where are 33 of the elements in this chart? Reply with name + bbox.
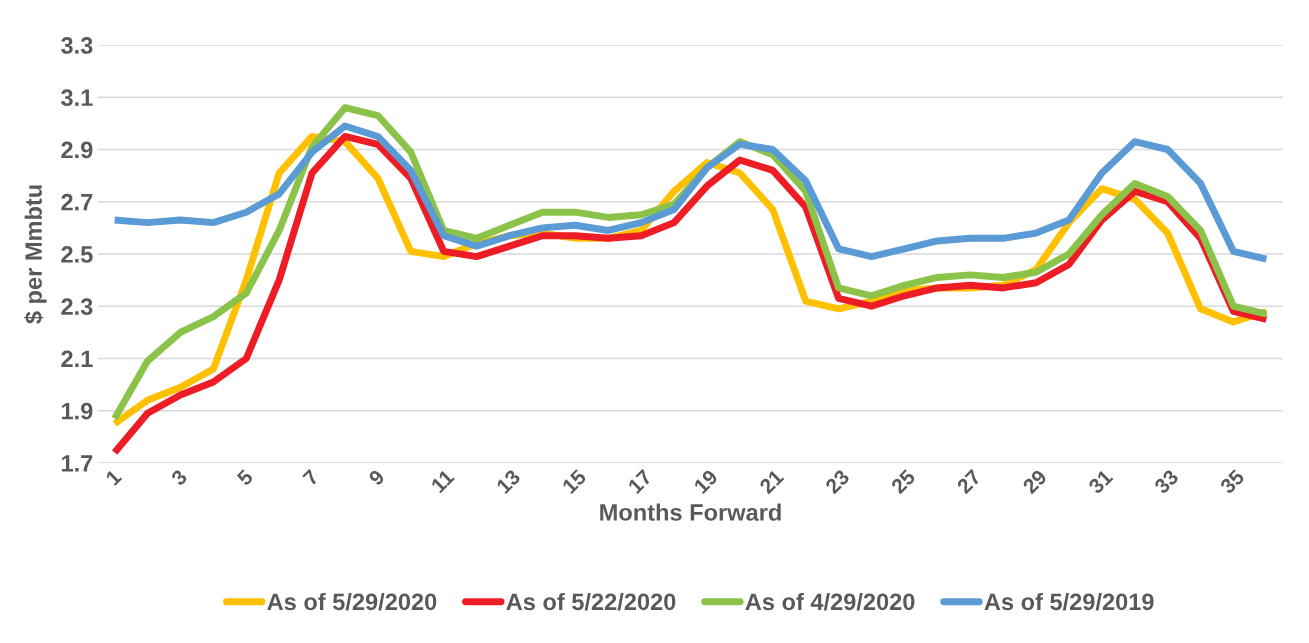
legend-label: As of 5/22/2020 [506, 592, 676, 611]
x-tick-label: 17 [627, 469, 653, 494]
y-tick-label: 2.9 [61, 141, 93, 159]
y-tick-label: 2.5 [61, 246, 93, 263]
x-tick-label: 13 [495, 468, 522, 495]
legend-label: As of 5/29/2019 [984, 592, 1154, 611]
x-tick-label: 21 [758, 468, 785, 495]
y-tick-label: 2.1 [61, 350, 93, 368]
x-tick-label: 33 [1153, 468, 1180, 495]
x-tick-label: 23 [824, 468, 851, 495]
x-tick-label: 9 [367, 468, 386, 487]
x-tick-label: 31 [1087, 468, 1114, 495]
x-tick-label: 5 [236, 468, 254, 487]
x-tick-label: 25 [890, 468, 917, 495]
x-tick-label: 7 [302, 469, 320, 487]
x-tick-label: 19 [693, 468, 719, 495]
y-tick-label: 3.1 [61, 89, 93, 107]
x-tick-label: 15 [561, 468, 588, 495]
legend-label: As of 4/29/2020 [745, 592, 915, 611]
x-tick-label: 3 [170, 468, 188, 487]
y-tick-label: 2.7 [61, 193, 93, 211]
y-axis-title: $ per Mmbtu [24, 185, 47, 324]
x-tick-label: 27 [956, 468, 982, 495]
y-tick-label: 2.3 [61, 298, 93, 316]
y-tick-label: 1.9 [61, 402, 93, 420]
x-tick-label: 1 [105, 468, 123, 486]
legend-label: As of 5/29/2020 [267, 592, 437, 611]
x-axis-title: Months Forward [600, 503, 781, 521]
x-tick-label: 29 [1021, 468, 1048, 495]
x-tick-label: 11 [430, 468, 455, 494]
y-tick-label: 3.3 [61, 37, 93, 54]
x-tick-label: 35 [1219, 468, 1246, 495]
y-tick-label: 1.7 [61, 455, 93, 472]
